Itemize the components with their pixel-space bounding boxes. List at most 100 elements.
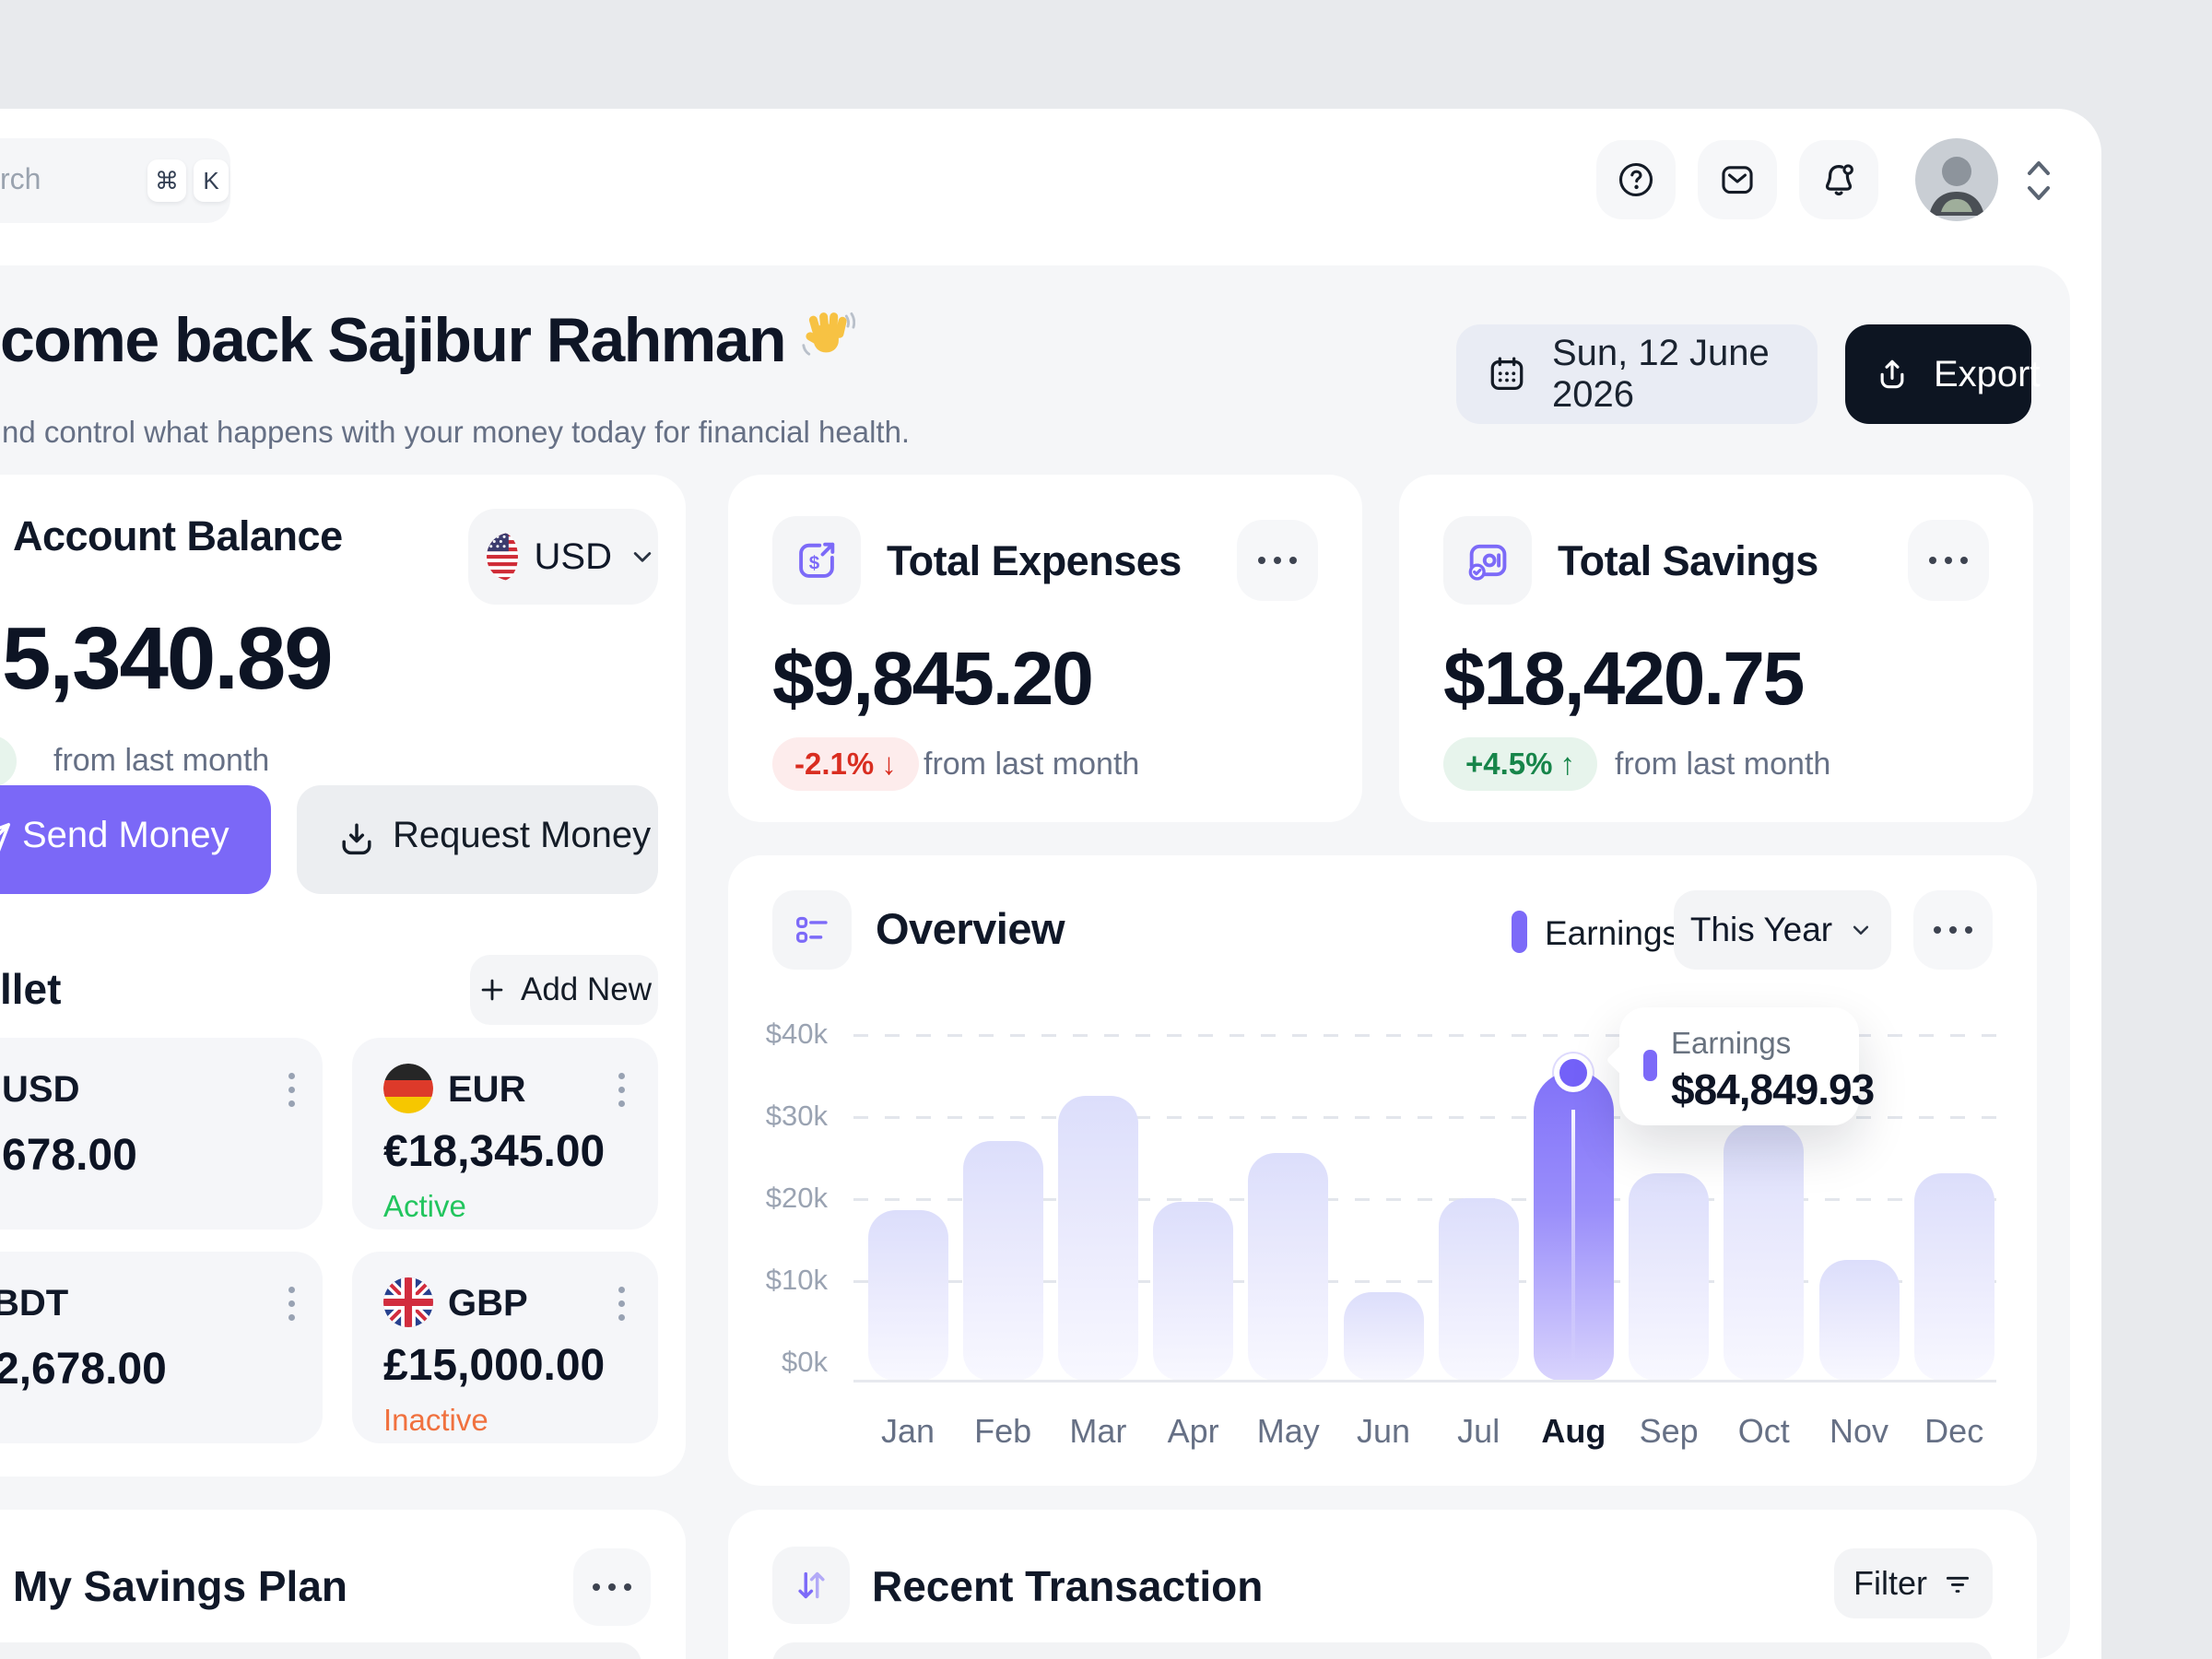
currency-selector-label: USD [534,535,612,577]
y-tick-$40k: $40k [765,1018,828,1050]
bar-May[interactable] [1248,1153,1329,1381]
chevron-down-icon [627,541,658,572]
search-input[interactable]: rch ⌘ K [0,138,230,223]
wallet-gbp-status: Inactive [383,1403,488,1437]
savings-icon-box [1443,516,1532,605]
search-placeholder: rch [0,162,41,195]
dollar-out-icon: $ [793,536,841,584]
wallet-eur-menu[interactable] [605,1067,638,1112]
savings-plan-menu[interactable] [573,1548,651,1626]
shortcut-cmd-key: ⌘ [147,159,186,202]
export-icon [1873,355,1912,394]
month-label-Aug: Aug [1541,1412,1606,1450]
filter-label: Filter [1853,1564,1927,1602]
y-tick-$30k: $30k [765,1100,828,1132]
filter-button[interactable]: Filter [1834,1548,1993,1618]
month-label-Mar: Mar [1069,1412,1127,1450]
month-label-Nov: Nov [1829,1412,1889,1450]
request-money-button[interactable]: Request Money [297,785,658,894]
help-button[interactable] [1596,140,1676,219]
overview-list-icon [791,909,833,951]
export-button[interactable]: Export [1845,324,2041,424]
date-picker[interactable]: Sun, 12 June 2026 [1456,324,1818,424]
arrow-up-icon: ↑ [1559,747,1576,781]
total-expenses-menu[interactable] [1237,520,1318,601]
wave-emoji-icon [798,306,856,363]
bar-Apr[interactable] [1153,1202,1234,1381]
currency-selector[interactable]: USD [468,509,658,605]
savings-note: from last month [1615,747,1831,782]
expenses-icon-box: $ [772,516,861,605]
month-label-Jan: Jan [880,1412,935,1450]
overview-title: Overview [876,904,1065,953]
transactions-icon-box [772,1547,850,1624]
bar-Jul[interactable] [1438,1198,1519,1381]
wallet-bdt-code: BDT [0,1283,69,1324]
month-label-Dec: Dec [1924,1412,1984,1450]
range-dropdown[interactable]: This Year [1674,890,1891,970]
gridline-$20k [853,1198,1996,1201]
total-savings-value: $18,420.75 [1443,637,1805,721]
bar-Oct[interactable] [1724,1124,1805,1381]
wallet-bdt-menu[interactable] [275,1281,308,1325]
wallet-eur-code: EUR [448,1069,526,1110]
request-money-label: Request Money [393,815,652,855]
bar-Dec[interactable] [1913,1173,1994,1381]
month-label-May: May [1256,1412,1320,1450]
y-tick-$20k: $20k [765,1182,828,1214]
account-balance-value: 5,340.89 [2,609,334,708]
bar-highlight-line [1571,1110,1576,1364]
wallet-bdt-amount: 2,678.00 [0,1345,167,1394]
overview-icon-box [772,890,852,970]
wallet-usd-amount: 678.00 [2,1131,137,1180]
bar-Nov[interactable] [1818,1259,1900,1381]
add-new-label: Add New [520,971,653,1007]
earnings-legend-swatch [1512,911,1527,953]
month-label-Sep: Sep [1639,1412,1699,1450]
y-tick-$10k: $10k [765,1264,828,1296]
wallet-item-usd[interactable] [0,1038,323,1230]
bar-Sep[interactable] [1629,1173,1710,1381]
bar-Mar[interactable] [1057,1095,1138,1381]
filter-icon [1942,1568,1973,1599]
month-label-Jul: Jul [1457,1412,1500,1450]
wallet-gbp-menu[interactable] [605,1281,638,1325]
wallet-usd-menu[interactable] [275,1067,308,1112]
chevron-up-down-icon [2017,151,2061,210]
wallet-eur-status: Active [383,1189,466,1223]
plus-icon [477,974,508,1006]
germany-flag-icon [383,1064,433,1113]
request-download-icon [335,818,378,861]
wallet-usd-code: USD [2,1069,80,1110]
savings-safe-icon [1464,536,1512,584]
bar-Jun[interactable] [1343,1292,1424,1381]
gridline-$10k [853,1280,1996,1283]
send-money-label: Send Money [22,815,229,855]
calendar-icon [1486,353,1528,395]
avatar[interactable] [1915,138,1998,221]
account-switcher[interactable] [2017,151,2061,210]
total-expenses-value: $9,845.20 [772,637,1094,721]
bell-icon [1818,159,1860,201]
gridline-$40k [853,1034,1996,1037]
savings-delta-badge: +4.5% ↑ [1443,737,1597,791]
messages-button[interactable] [1698,140,1777,219]
add-new-button[interactable]: Add New [470,955,658,1025]
savings-plan-card [0,1510,686,1659]
tooltip-label: Earnings [1671,1026,1792,1060]
bar-Jan[interactable] [867,1210,948,1381]
chart-tooltip: Earnings $84,849.93 [1606,1007,1875,1125]
notifications-button[interactable] [1799,140,1878,219]
overview-menu[interactable] [1913,890,1993,970]
export-label: Export [1934,353,2041,394]
date-label: Sun, 12 June 2026 [1552,333,1770,415]
mail-icon [1717,159,1758,200]
chart-marker [1554,1053,1593,1092]
month-label-Apr: Apr [1167,1412,1219,1450]
gridline-$30k [853,1116,1996,1119]
send-money-button[interactable]: Send Money [0,785,271,894]
total-savings-title: Total Savings [1558,537,1818,584]
total-savings-menu[interactable] [1908,520,1989,601]
wallet-item-bdt[interactable] [0,1252,323,1443]
bar-Feb[interactable] [962,1140,1043,1381]
